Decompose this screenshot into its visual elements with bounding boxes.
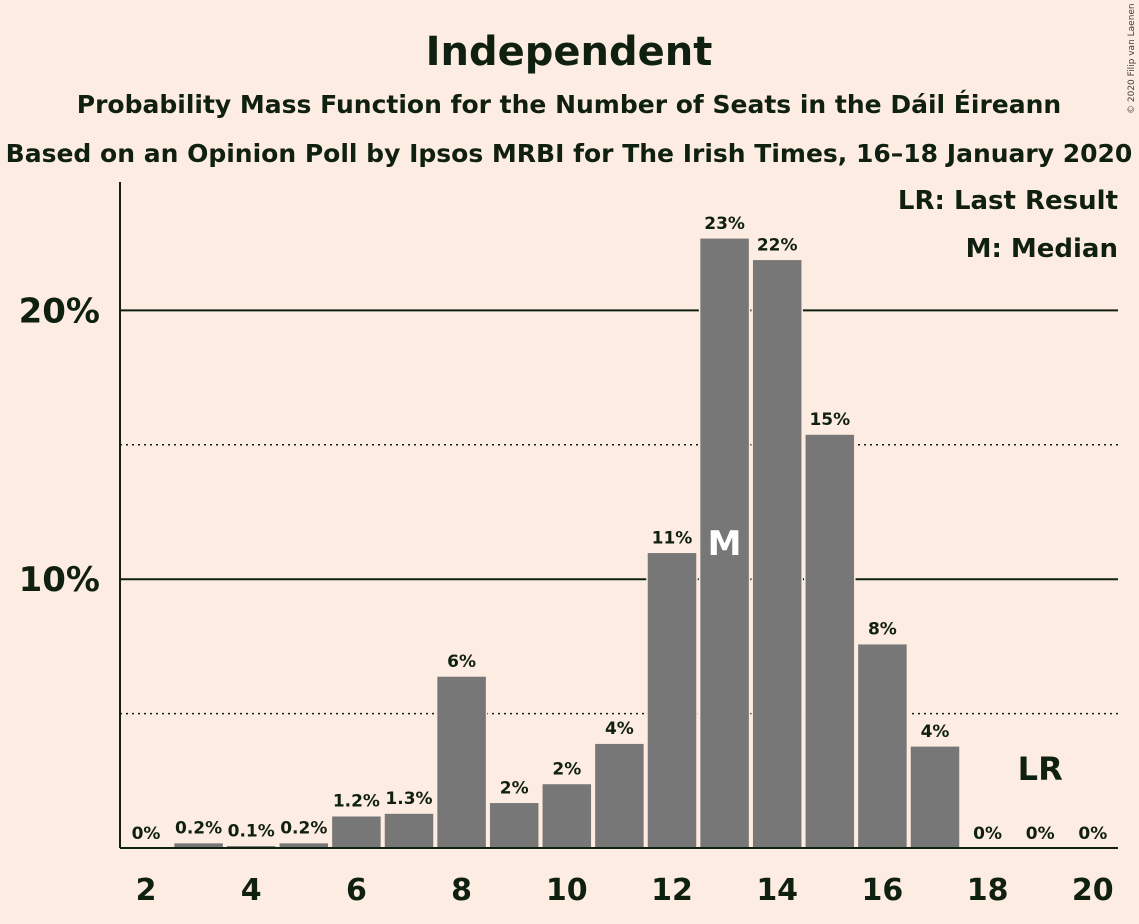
data-label-seat-10: 2% (552, 759, 581, 779)
axes: 10% 20% 2 4 6 8 10 12 14 16 18 20 (19, 182, 1118, 908)
bar-seat-9 (488, 801, 540, 849)
y-tick-label: 20% (19, 291, 100, 331)
chart-subtitle-1: Probability Mass Function for the Number… (77, 90, 1061, 119)
x-tick-label: 18 (967, 873, 1009, 908)
data-label-seat-6: 1.2% (333, 792, 380, 812)
data-label-seat-18: 0% (973, 824, 1002, 844)
x-tick-label: 8 (451, 873, 472, 908)
x-tick-label: 4 (241, 873, 262, 908)
data-labels: 0% 0.2% 0.1% 0.2%1.2% 1.3%6%2%2%4%11%23%22%1… (132, 214, 1108, 844)
data-label-seat-11: 4% (605, 719, 634, 739)
data-label-seat-14: 22% (757, 235, 798, 255)
data-label-seat-19: 0% (1026, 824, 1055, 844)
legend-last-result: LR: Last Result (898, 186, 1118, 216)
bars (172, 237, 961, 849)
bar-seat-17 (909, 745, 961, 849)
bar-seat-13 (698, 237, 751, 849)
data-label-seat-4: 0.1% (228, 821, 275, 841)
x-tick-label: 10 (546, 873, 588, 908)
bar-seat-7 (383, 812, 435, 849)
bar-seat-6 (330, 814, 383, 849)
data-label-seat-13: 23% (704, 214, 745, 234)
x-tick-label: 14 (756, 873, 798, 908)
data-label-seat-2: 0% (132, 824, 161, 844)
bar-seat-15 (804, 433, 856, 849)
median-marker: M (708, 524, 742, 564)
data-label-seat-20: 0% (1078, 824, 1107, 844)
data-label-seat-9: 2% (500, 778, 529, 798)
gridlines (120, 309, 1118, 715)
legend-median: M: Median (966, 234, 1118, 264)
bar-seat-11 (593, 742, 646, 849)
x-tick-label: 16 (862, 873, 904, 908)
x-tick-label: 6 (346, 873, 367, 908)
bar-seat-16 (856, 642, 909, 849)
bar-seat-8 (435, 675, 488, 849)
chart-subtitle-2: Based on an Opinion Poll by Ipsos MRBI f… (6, 139, 1133, 168)
last-result-marker: LR (1018, 750, 1063, 788)
x-tick-label: 20 (1072, 873, 1114, 908)
data-label-seat-16: 8% (868, 620, 897, 640)
bar-seat-10 (541, 782, 593, 849)
y-tick-label: 10% (19, 560, 100, 600)
data-label-seat-15: 15% (809, 410, 850, 430)
data-label-seat-3: 0.2% (175, 819, 222, 839)
data-label-seat-17: 4% (921, 722, 950, 742)
copyright-credit: © 2020 Filip van Laenen (1127, 3, 1137, 114)
data-label-seat-12: 11% (652, 528, 693, 548)
data-label-seat-8: 6% (447, 652, 476, 672)
chart-title: Independent (426, 29, 713, 75)
x-tick-label: 12 (651, 873, 693, 908)
x-tick-label: 2 (136, 873, 157, 908)
data-label-seat-5: 0.2% (280, 819, 327, 839)
data-label-seat-7: 1.3% (385, 789, 432, 809)
bar-seat-14 (751, 258, 803, 849)
bar-seat-12 (646, 551, 698, 849)
